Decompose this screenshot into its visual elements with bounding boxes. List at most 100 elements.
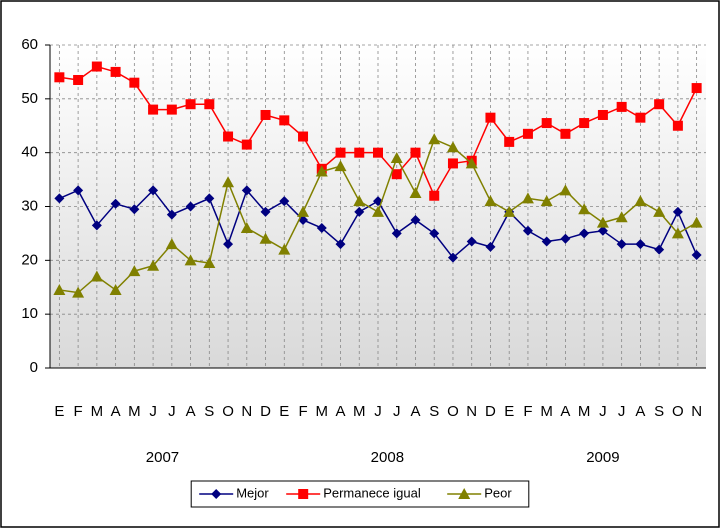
marker (485, 112, 496, 123)
marker (671, 227, 684, 239)
marker (579, 118, 590, 129)
x-tick-label: O (447, 403, 459, 420)
marker (672, 206, 683, 217)
marker (672, 120, 683, 131)
marker (616, 239, 627, 250)
marker (429, 190, 440, 201)
marker (204, 193, 215, 204)
marker (635, 112, 646, 123)
marker (428, 133, 441, 145)
x-tick-label: O (672, 403, 684, 420)
x-tick-label: A (186, 403, 196, 420)
marker (504, 136, 515, 147)
marker (503, 205, 516, 217)
x-tick-label: J (599, 403, 607, 420)
marker (72, 286, 85, 298)
y-tick-label: 30 (21, 197, 38, 214)
marker (597, 225, 608, 236)
marker (109, 283, 122, 295)
marker (390, 152, 403, 164)
x-tick-label: M (353, 403, 366, 420)
marker (260, 206, 271, 217)
marker (541, 236, 552, 247)
x-group-label: 2008 (371, 449, 404, 466)
marker (335, 147, 346, 158)
x-tick-label: A (336, 403, 346, 420)
marker (211, 489, 222, 499)
x-tick-label: F (74, 403, 83, 420)
x-tick-label: E (54, 403, 64, 420)
x-tick-label: J (393, 403, 401, 420)
marker (54, 72, 65, 83)
marker (634, 195, 647, 207)
marker (578, 203, 591, 215)
marker (522, 128, 533, 139)
marker (541, 118, 552, 129)
marker (91, 220, 102, 231)
marker (129, 77, 140, 88)
marker (447, 252, 458, 263)
marker (147, 259, 160, 271)
marker (458, 488, 471, 499)
marker (298, 489, 309, 499)
marker (90, 270, 103, 282)
x-tick-label: S (429, 403, 439, 420)
y-tick-label: 50 (21, 90, 38, 107)
y-tick-label: 60 (21, 36, 38, 53)
marker (691, 249, 702, 260)
marker (373, 147, 383, 158)
marker (485, 241, 496, 252)
x-group-label: 2009 (586, 449, 619, 466)
marker (204, 99, 215, 110)
y-tick-label: 20 (21, 251, 38, 268)
marker (110, 198, 121, 209)
marker (654, 244, 665, 255)
marker (279, 196, 290, 207)
marker (335, 239, 346, 250)
marker (259, 232, 272, 244)
marker (148, 185, 159, 196)
marker (185, 99, 196, 110)
marker (222, 176, 235, 188)
legend-label: Mejor (236, 485, 269, 500)
marker (165, 238, 178, 250)
marker (465, 157, 478, 169)
marker (110, 66, 121, 77)
x-tick-label: M (540, 403, 553, 420)
marker (223, 131, 234, 142)
x-tick-label: J (168, 403, 176, 420)
marker (616, 101, 627, 112)
x-tick-label: S (654, 403, 664, 420)
marker (353, 195, 366, 207)
marker (53, 283, 66, 295)
x-tick-label: J (374, 403, 382, 420)
marker (91, 61, 102, 72)
marker (278, 243, 291, 255)
x-tick-label: D (485, 403, 496, 420)
marker (279, 115, 290, 126)
marker (410, 147, 421, 158)
marker (484, 195, 497, 207)
x-tick-label: M (91, 403, 104, 420)
marker (128, 265, 141, 277)
marker (354, 147, 365, 158)
x-tick-label: O (222, 403, 234, 420)
x-tick-label: M (128, 403, 141, 420)
marker (184, 254, 197, 266)
legend-label: Permanece igual (323, 485, 421, 500)
x-tick-label: S (204, 403, 214, 420)
x-tick-label: N (241, 403, 252, 420)
marker (316, 223, 327, 234)
marker (241, 139, 252, 150)
marker (129, 204, 140, 215)
x-tick-label: N (466, 403, 477, 420)
marker (691, 83, 702, 94)
marker (166, 209, 177, 220)
x-tick-label: E (504, 403, 514, 420)
x-tick-label: N (691, 403, 702, 420)
x-tick-label: D (260, 403, 271, 420)
marker (334, 160, 347, 172)
marker (410, 214, 421, 225)
y-tick-label: 40 (21, 144, 38, 161)
marker (690, 216, 703, 228)
